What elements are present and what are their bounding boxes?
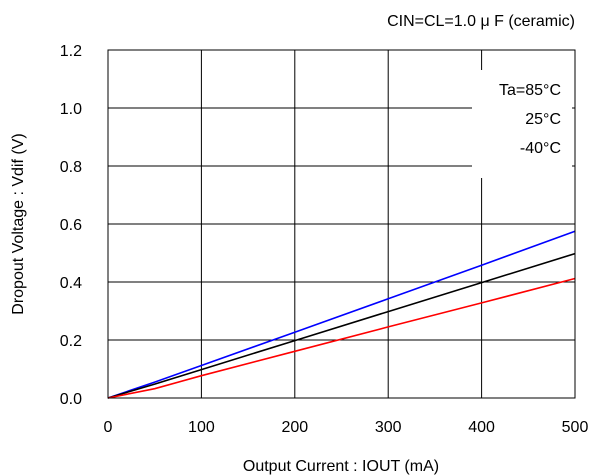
legend-entry: -40°C	[520, 140, 561, 157]
series-line	[107, 230, 576, 399]
y-tick-labels: 0.0 0.2 0.4 0.6 0.8 1.0 1.2	[60, 43, 82, 408]
x-tick-label: 200	[281, 419, 308, 436]
y-tick-label: 0.0	[60, 391, 82, 408]
series-lines	[107, 230, 576, 399]
plot-frame	[107, 49, 576, 399]
legend: Ta=85°C 25°C -40°C	[499, 82, 561, 157]
x-tick-label: 0	[104, 419, 113, 436]
x-tick-label: 100	[188, 419, 215, 436]
y-axis-label: Dropout Voltage : Vdif (V)	[10, 133, 27, 314]
x-tick-label: 400	[468, 419, 495, 436]
x-tick-labels: 0 100 200 300 400 500	[104, 419, 589, 436]
y-tick-label: 1.2	[60, 43, 82, 60]
series-line	[107, 277, 576, 399]
legend-box	[472, 70, 572, 178]
y-tick-label: 0.4	[60, 275, 82, 292]
y-tick-label: 0.2	[60, 333, 82, 350]
legend-entry: Ta=85°C	[499, 82, 561, 99]
y-tick-label: 1.0	[60, 101, 82, 118]
series-line	[107, 252, 576, 399]
x-axis-label: Output Current : IOUT (mA)	[243, 458, 439, 475]
chart-title: CIN=CL=1.0 μ F (ceramic)	[387, 13, 575, 30]
x-tick-label: 300	[375, 419, 402, 436]
legend-entry: 25°C	[525, 111, 561, 128]
x-tick-label: 500	[562, 419, 589, 436]
y-tick-label: 0.6	[60, 217, 82, 234]
y-tick-label: 0.8	[60, 159, 82, 176]
